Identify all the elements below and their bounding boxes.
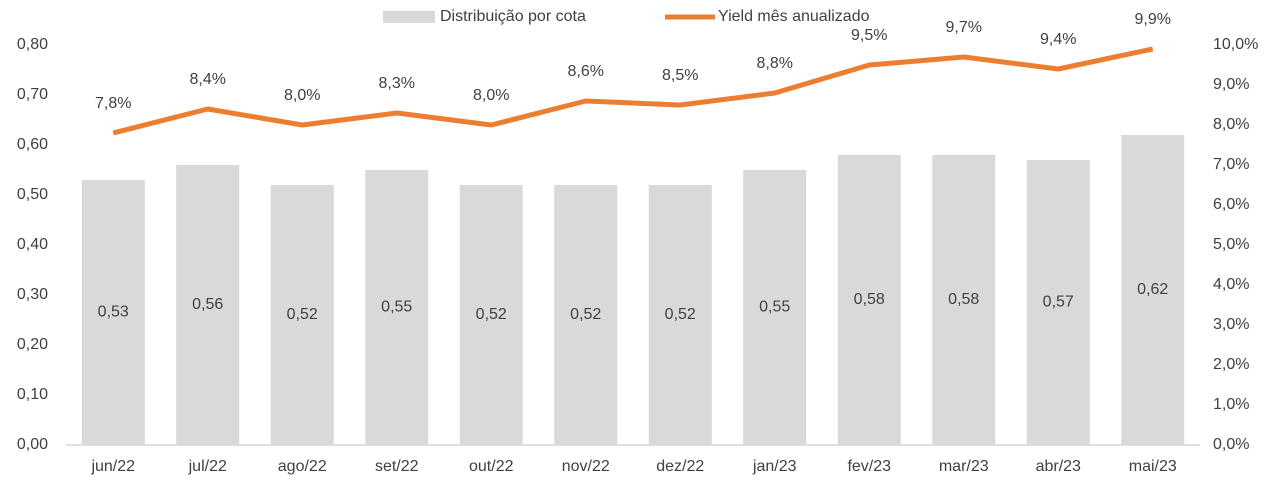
y2-tick-label: 6,0% [1213, 196, 1249, 213]
x-tick-label: mai/23 [1129, 458, 1177, 475]
bar [270, 185, 334, 445]
y-tick-label: 0,30 [17, 286, 48, 303]
x-tick-label: jul/22 [188, 458, 227, 475]
y2-tick-label: 2,0% [1213, 356, 1249, 373]
y2-tick-label: 9,0% [1213, 76, 1249, 93]
line-value-label: 8,0% [284, 87, 320, 104]
y-tick-label: 0,80 [17, 36, 48, 53]
line [112, 46, 1154, 136]
y-tick-label: 0,50 [17, 186, 48, 203]
y2-tick-label: 1,0% [1213, 396, 1249, 413]
bar [743, 170, 807, 445]
y-tick-label: 0,00 [17, 436, 48, 453]
bar-value-label: 0,58 [948, 291, 979, 308]
line-value-label: 9,4% [1040, 31, 1076, 48]
bar-value-label: 0,52 [476, 306, 507, 323]
x-tick-label: out/22 [469, 458, 514, 475]
bar [1026, 160, 1090, 445]
y2-tick-label: 10,0% [1213, 36, 1258, 53]
line-value-label: 8,0% [473, 87, 509, 104]
y2-tick-label: 0,0% [1213, 436, 1249, 453]
bar [837, 155, 901, 445]
y-tick-label: 0,70 [17, 86, 48, 103]
line-value-label: 9,5% [851, 27, 887, 44]
y-tick-label: 0,60 [17, 136, 48, 153]
line-value-label: 8,5% [662, 67, 698, 84]
x-tick-label: jan/23 [752, 458, 797, 475]
bar [176, 165, 240, 445]
bar-value-label: 0,52 [570, 306, 601, 323]
y2-tick-label: 8,0% [1213, 116, 1249, 133]
x-tick-label: set/22 [375, 458, 419, 475]
bar-value-label: 0,57 [1043, 294, 1074, 311]
line-value-label: 8,4% [190, 71, 226, 88]
line-value-label: 7,8% [95, 95, 131, 112]
y-tick-label: 0,10 [17, 386, 48, 403]
x-tick-label: mar/23 [939, 458, 989, 475]
bar-value-label: 0,62 [1137, 281, 1168, 298]
bar-value-label: 0,52 [665, 306, 696, 323]
legend-label: Yield mês anualizado [718, 8, 870, 25]
y2-tick-label: 7,0% [1213, 156, 1249, 173]
line-value-label: 8,8% [757, 55, 793, 72]
x-tick-label: jun/22 [90, 458, 135, 475]
y-tick-label: 0,20 [17, 336, 48, 353]
bar [554, 185, 618, 445]
bar [1121, 135, 1185, 445]
bar-value-label: 0,56 [192, 296, 223, 313]
bar [365, 170, 429, 445]
y2-tick-label: 4,0% [1213, 276, 1249, 293]
x-tick-label: abr/23 [1036, 458, 1081, 475]
line-value-label: 8,3% [379, 75, 415, 92]
y-tick-label: 0,40 [17, 236, 48, 253]
bar [459, 185, 523, 445]
bar-value-label: 0,58 [854, 291, 885, 308]
x-tick-label: nov/22 [562, 458, 610, 475]
line-value-label: 9,9% [1135, 11, 1171, 28]
x-tick-label: ago/22 [278, 458, 327, 475]
y2-tick-label: 3,0% [1213, 316, 1249, 333]
bar-value-label: 0,53 [98, 304, 129, 321]
y2-tick-label: 5,0% [1213, 236, 1249, 253]
legend-label: Distribuição por cota [440, 8, 586, 25]
x-tick-label: dez/22 [656, 458, 704, 475]
bar-value-label: 0,52 [287, 306, 318, 323]
line-value-label: 9,7% [946, 19, 982, 36]
legend-swatch [383, 11, 435, 23]
x-tick-label: fev/23 [847, 458, 891, 475]
bar [81, 180, 145, 445]
bar [932, 155, 996, 445]
bar [648, 185, 712, 445]
line-value-label: 8,6% [568, 63, 604, 80]
bar-value-label: 0,55 [381, 299, 412, 316]
bar-value-label: 0,55 [759, 299, 790, 316]
